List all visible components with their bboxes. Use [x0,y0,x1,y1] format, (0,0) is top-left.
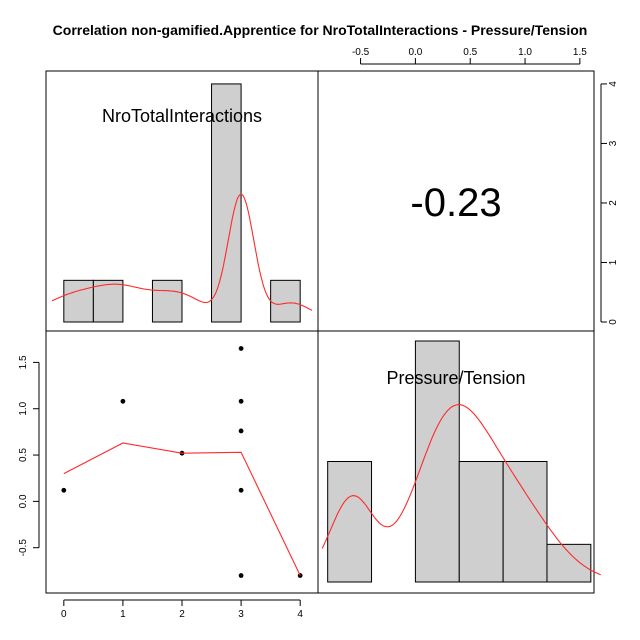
y-axis-right-tick-label: 4 [608,81,619,87]
x-axis-bottom-tick-label: 1 [120,609,126,620]
x-axis-top-tick-label: 0.5 [463,47,477,58]
panel-hist-pressure [321,340,601,583]
hist-nro-bar [63,279,94,323]
scatter-point [238,346,244,351]
scatter-point [120,398,126,404]
panel-hist-nro [51,83,313,323]
panel-hist-pressure-frame [317,330,595,594]
scatter-point [238,428,244,434]
chart-title: Correlation non-gamified.Apprentice for … [53,22,588,38]
x-axis-bottom-tick-label: 2 [179,609,185,620]
hist-nro-bar [151,279,183,323]
var-label-nro: NroTotalInteractions [102,106,262,126]
y-axis-right-tick-label: 2 [608,200,619,206]
y-axis-left-tick-label: 0.5 [18,448,29,462]
correlation-value: -0.23 [410,181,501,225]
hist-nro-bar [270,279,301,323]
scatter-smooth-line [63,442,301,576]
scatter-point [238,487,244,493]
x-axis-bottom-tick-label: 0 [61,609,67,620]
x-axis-top-tick-label: 1.0 [518,47,532,58]
hist-pressure-bar [502,461,548,583]
scatter-point [238,398,244,404]
var-label-pressure: Pressure/Tension [386,368,525,388]
x-axis-top-tick-label: 1.5 [573,47,587,58]
x-axis-bottom-tick-label: 3 [238,609,244,620]
hist-pressure-bar [546,543,592,583]
scatter-point [238,573,244,578]
x-axis-bottom-tick-label: 4 [297,609,303,620]
y-axis-left-tick-label: -0.5 [18,539,29,557]
y-axis-right-tick-label: 1 [608,259,619,265]
y-axis-left-tick-label: 1.5 [18,355,29,369]
hist-nro-density-curve [51,193,313,311]
y-axis-right-tick-label: 3 [608,140,619,146]
hist-pressure-density-curve [321,404,601,576]
axes: 0 1 2 3 4 -0.5 0.0 0.5 1.0 1.5 -0.5 0.0 0.5 1.0 1.5 0 1 2… [18,47,619,620]
hist-nro-bar [92,279,124,323]
x-axis-top-tick-label: 0.0 [408,47,422,58]
scatter-point [297,573,303,578]
y-axis-right-tick-label: 0 [608,319,619,325]
hist-pressure-bar [458,461,504,583]
hist-pressure-bar [327,461,373,583]
y-axis-left-tick-label: 1.0 [18,401,29,415]
scatter-point [61,487,67,493]
panel-scatter [61,346,303,578]
y-axis-left-tick-label: 0.0 [18,494,29,508]
x-axis-top-tick-label: -0.5 [352,47,370,58]
